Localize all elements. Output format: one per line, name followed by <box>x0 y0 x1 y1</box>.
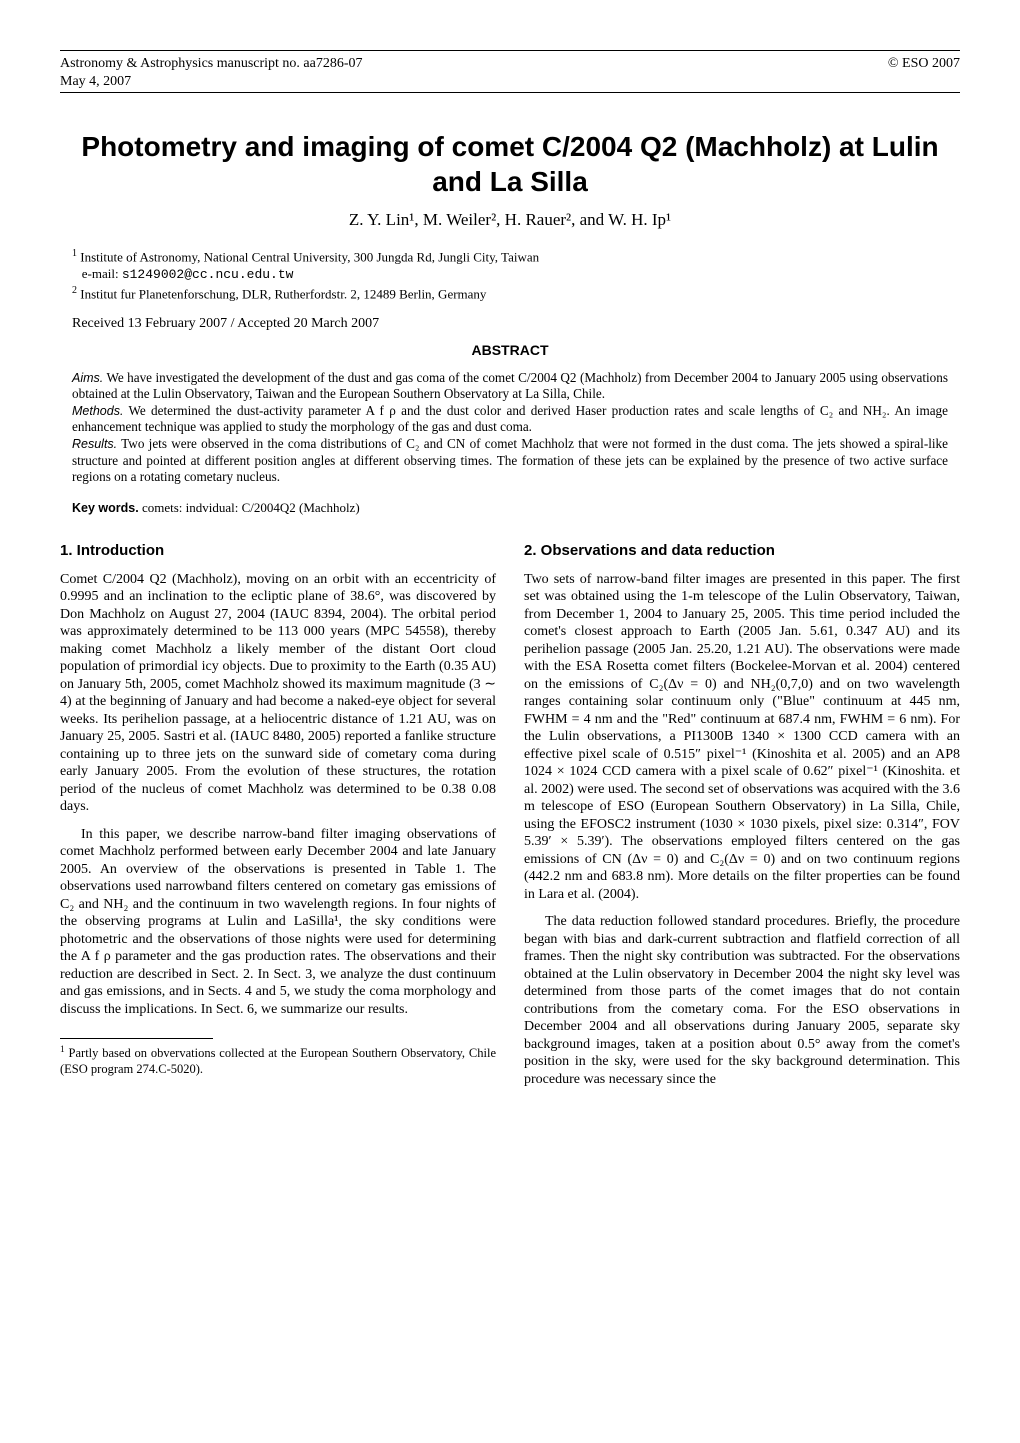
authors-line: Z. Y. Lin¹, M. Weiler², H. Rauer², and W… <box>60 209 960 230</box>
affiliation-1-text: Institute of Astronomy, National Central… <box>80 250 539 265</box>
affiliations: 1 Institute of Astronomy, National Centr… <box>72 248 960 302</box>
header-right: © ESO 2007 <box>888 55 960 90</box>
affiliation-2-text: Institut fur Planetenforschung, DLR, Rut… <box>80 286 486 301</box>
header-top-rule <box>60 50 960 51</box>
keywords-lead: Key words. <box>72 501 139 515</box>
section-2-heading: 2. Observations and data reduction <box>524 542 960 561</box>
section-2-p2: The data reduction followed standard pro… <box>524 913 960 1088</box>
body-columns: 1. Introduction Comet C/2004 Q2 (Machhol… <box>60 536 960 1088</box>
footnote-1-text: Partly based on obvervations collected a… <box>60 1047 496 1077</box>
keywords: Key words. comets: indvidual: C/2004Q2 (… <box>72 500 948 517</box>
footnote-rule <box>60 1038 213 1039</box>
received-accepted: Received 13 February 2007 / Accepted 20 … <box>72 315 960 333</box>
affiliation-2: 2 Institut fur Planetenforschung, DLR, R… <box>72 285 960 303</box>
section-1-heading: 1. Introduction <box>60 542 496 561</box>
affiliation-1-num: 1 <box>72 248 77 259</box>
affiliation-1-email: s1249002@cc.ncu.edu.tw <box>122 267 294 282</box>
keywords-text: comets: indvidual: C/2004Q2 (Machholz) <box>139 500 360 515</box>
header-bar: Astronomy & Astrophysics manuscript no. … <box>60 53 960 93</box>
abstract-results: Two jets were observed in the coma distr… <box>72 436 948 484</box>
affiliation-1: 1 Institute of Astronomy, National Centr… <box>72 248 960 283</box>
abstract-results-lead: Results. <box>72 437 117 451</box>
abstract-aims: We have investigated the development of … <box>72 370 948 402</box>
journal-line-2: May 4, 2007 <box>60 74 131 89</box>
section-1-p1: Comet C/2004 Q2 (Machholz), moving on an… <box>60 571 496 816</box>
journal-line-1: Astronomy & Astrophysics manuscript no. … <box>60 56 363 71</box>
header-left: Astronomy & Astrophysics manuscript no. … <box>60 55 363 90</box>
footnote-1: 1 Partly based on obvervations collected… <box>60 1045 496 1077</box>
section-2-p1: Two sets of narrow-band filter images ar… <box>524 571 960 904</box>
abstract-methods: We determined the dust-activity paramete… <box>72 403 948 435</box>
abstract-body: Aims. We have investigated the developme… <box>72 370 948 486</box>
affiliation-2-num: 2 <box>72 285 77 296</box>
abstract-label: ABSTRACT <box>60 342 960 360</box>
abstract-aims-lead: Aims. <box>72 371 103 385</box>
paper-title: Photometry and imaging of comet C/2004 Q… <box>60 129 960 199</box>
affiliation-1-email-label: e-mail: <box>82 266 122 281</box>
abstract-methods-lead: Methods. <box>72 404 123 418</box>
section-1-p2: In this paper, we describe narrow-band f… <box>60 826 496 1019</box>
